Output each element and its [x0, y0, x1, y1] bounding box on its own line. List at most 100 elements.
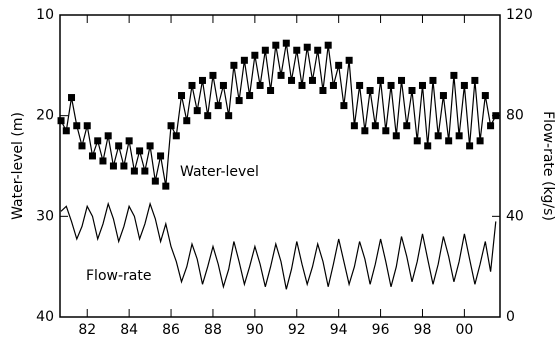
marker	[314, 46, 322, 54]
marker	[288, 76, 296, 84]
marker	[492, 112, 500, 120]
x-tick-label: 86	[162, 322, 180, 338]
marker	[109, 162, 117, 170]
marker	[167, 122, 175, 130]
marker	[361, 127, 369, 135]
y2-tick-label: 40	[506, 208, 524, 224]
marker	[335, 61, 343, 69]
marker	[73, 122, 81, 130]
annotation: Flow-rate	[86, 268, 151, 284]
marker	[94, 137, 102, 145]
marker	[450, 71, 458, 79]
marker	[293, 46, 301, 54]
y2-tick-label: 80	[506, 108, 524, 124]
marker	[246, 92, 254, 100]
x-tick-label: 82	[78, 322, 96, 338]
y-tick-label: 20	[36, 108, 54, 124]
marker	[172, 132, 180, 140]
y-tick-label: 40	[36, 309, 54, 325]
x-tick-label: 94	[330, 322, 348, 338]
x-tick-label: 92	[288, 322, 306, 338]
marker	[434, 132, 442, 140]
marker	[272, 41, 280, 49]
marker	[403, 122, 411, 130]
marker	[350, 122, 358, 130]
marker	[303, 43, 311, 51]
marker	[324, 41, 332, 49]
marker	[230, 61, 238, 69]
marker	[183, 117, 191, 125]
marker	[267, 87, 275, 94]
marker	[62, 127, 70, 135]
marker	[68, 94, 76, 102]
marker	[130, 167, 138, 175]
marker	[445, 137, 453, 145]
y-tick-label: 30	[36, 208, 54, 224]
marker	[225, 112, 233, 120]
marker	[476, 137, 484, 145]
y2-tick-label: 120	[506, 7, 533, 23]
series-line	[60, 201, 497, 290]
annotation: Water-level	[180, 164, 259, 180]
x-tick-label: 88	[204, 322, 222, 338]
y-tick-label: 10	[36, 7, 54, 23]
marker	[219, 81, 227, 89]
x-tick-label: 90	[246, 322, 264, 338]
marker	[424, 142, 432, 150]
marker	[356, 81, 364, 89]
marker	[88, 152, 96, 160]
marker	[282, 39, 290, 47]
marker	[83, 122, 91, 130]
marker	[387, 81, 395, 89]
marker	[455, 132, 463, 140]
marker	[377, 76, 385, 84]
marker	[141, 167, 149, 175]
marker	[193, 107, 201, 115]
marker	[251, 51, 259, 59]
marker	[162, 182, 170, 190]
marker	[104, 132, 112, 140]
marker	[136, 147, 144, 155]
marker	[120, 162, 128, 170]
marker	[439, 92, 447, 100]
marker	[466, 142, 474, 150]
marker	[308, 76, 316, 84]
marker	[481, 92, 489, 100]
marker	[366, 87, 374, 94]
x-tick-label: 84	[120, 322, 138, 338]
marker	[345, 56, 353, 64]
series-line	[60, 43, 497, 187]
marker	[240, 56, 248, 64]
marker	[371, 122, 379, 130]
marker	[198, 76, 206, 84]
x-tick-label: 98	[414, 322, 432, 338]
y2-tick-label: 0	[506, 309, 515, 325]
marker	[115, 142, 123, 150]
marker	[256, 81, 264, 89]
x-tick-label: 00	[455, 322, 473, 338]
marker	[146, 142, 154, 150]
plot-frame	[59, 14, 501, 318]
marker	[151, 177, 159, 185]
marker	[277, 71, 285, 79]
marker	[413, 137, 421, 145]
marker	[340, 102, 348, 110]
marker	[178, 92, 186, 100]
marker	[157, 152, 165, 160]
marker	[298, 81, 306, 89]
marker	[188, 81, 196, 89]
y2-axis-label: Flow-rate (kg/s)	[540, 111, 556, 221]
marker	[209, 71, 217, 79]
marker	[487, 122, 495, 130]
marker	[99, 157, 107, 165]
marker	[319, 87, 327, 94]
marker	[235, 97, 243, 105]
marker	[125, 137, 133, 145]
marker	[471, 76, 479, 84]
marker	[408, 87, 416, 94]
marker	[204, 112, 212, 120]
marker	[418, 81, 426, 89]
marker	[398, 76, 406, 84]
marker	[78, 142, 86, 150]
